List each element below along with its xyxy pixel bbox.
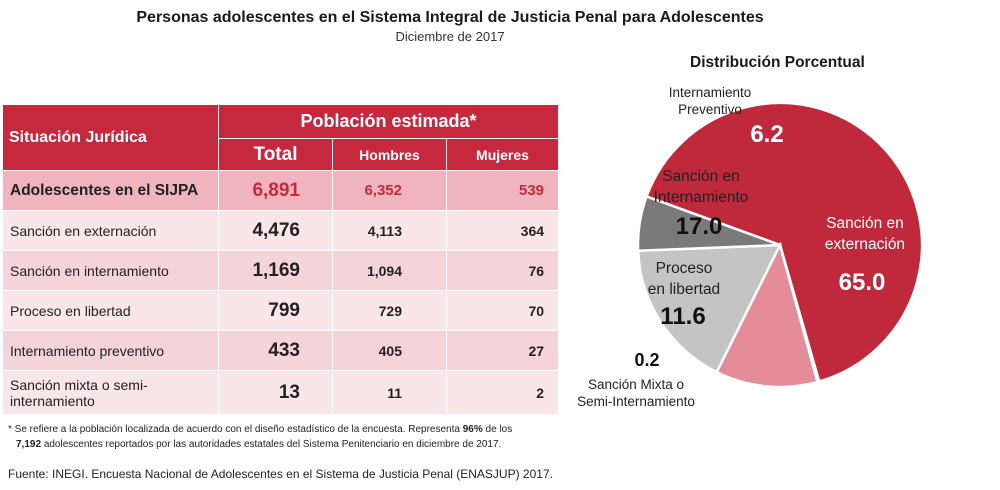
header-hombres: Hombres (332, 138, 447, 171)
footnote: * Se refiere a la población localizada d… (8, 422, 568, 452)
header-poblacion-estimada: Población estimada* (217, 104, 560, 139)
row-hombres: 11 (332, 370, 447, 415)
footnote-text-a: * Se refiere a la población localizada d… (8, 424, 460, 435)
source-note: Fuente: INEGI. Encuesta Nacional de Adol… (8, 467, 553, 481)
footnote-text-c: adolescentes reportados por las autorida… (43, 439, 502, 450)
pie-slice-internamiento (636, 243, 783, 374)
pie-value-mixta: 0.2 (634, 350, 659, 370)
pie-label-libertad: Proceso en libertad (648, 260, 720, 298)
row-mujeres: 70 (445, 290, 560, 331)
row-name: Adolescentes en el SIJPA (2, 170, 219, 211)
population-table: Situación Jurídica Población estimada* T… (2, 104, 560, 415)
row-mujeres: 539 (445, 170, 560, 211)
pie-label-internamiento: Sanción en Internamiento (654, 168, 749, 206)
row-total: 1,169 (218, 250, 333, 291)
row-hombres: 4,113 (332, 210, 447, 251)
row-mujeres: 2 (445, 370, 560, 415)
row-name: Sanción mixta o semi-internamiento (2, 370, 219, 415)
row-total: 4,476 (218, 210, 333, 251)
row-name: Internamiento preventivo (2, 330, 219, 371)
pie-label-externacion: Sanción en externación (825, 215, 905, 253)
footnote-pct: 96% (462, 424, 483, 435)
table-row: Sanción mixta o semi-internamiento 13 11… (2, 370, 560, 415)
row-mujeres: 76 (445, 250, 560, 291)
table-row: Adolescentes en el SIJPA 6,891 6,352 539 (2, 170, 560, 211)
row-name: Sanción en externación (2, 210, 219, 251)
table-row: Sanción en internamiento 1,169 1,094 76 (2, 250, 560, 291)
footnote-count: 7,192 (16, 439, 42, 450)
row-total: 13 (218, 370, 333, 415)
header-situacion-juridica: Situación Jurídica (2, 104, 219, 171)
pie-chart-title: Distribución Porcentual (690, 54, 865, 71)
pie-slice-preventivo (636, 194, 781, 253)
table-row: Sanción en externación 4,476 4,113 364 (2, 210, 560, 251)
row-mujeres: 364 (445, 210, 560, 251)
pie-value-libertad: 11.6 (660, 303, 705, 330)
row-name: Sanción en internamiento (2, 250, 219, 291)
header-mujeres: Mujeres (445, 138, 560, 171)
table-row: Proceso en libertad 799 729 70 (2, 290, 560, 331)
pie-value-internamiento: 17.0 (676, 213, 723, 240)
footnote-text-b: de los (485, 424, 513, 435)
page-title: Personas adolescentes en el Sistema Inte… (136, 9, 764, 26)
row-hombres: 405 (332, 330, 447, 371)
pie-slice-libertad (715, 241, 819, 389)
pie-label-mixta: Sanción Mixta o Semi-Internamiento (577, 377, 695, 409)
row-mujeres: 27 (445, 330, 560, 371)
pie-label-preventivo: Internamiento Preventivo (669, 85, 752, 117)
pie-value-externacion: 65.0 (839, 269, 886, 296)
table-row: Internamiento preventivo 433 405 27 (2, 330, 560, 371)
row-name: Proceso en libertad (2, 290, 219, 331)
page-subtitle: Diciembre de 2017 (395, 29, 505, 44)
header-total: Total (218, 138, 333, 171)
pie-value-preventivo: 6.2 (750, 121, 783, 148)
row-total: 6,891 (218, 170, 333, 211)
pie-slice-externacion (644, 101, 924, 384)
